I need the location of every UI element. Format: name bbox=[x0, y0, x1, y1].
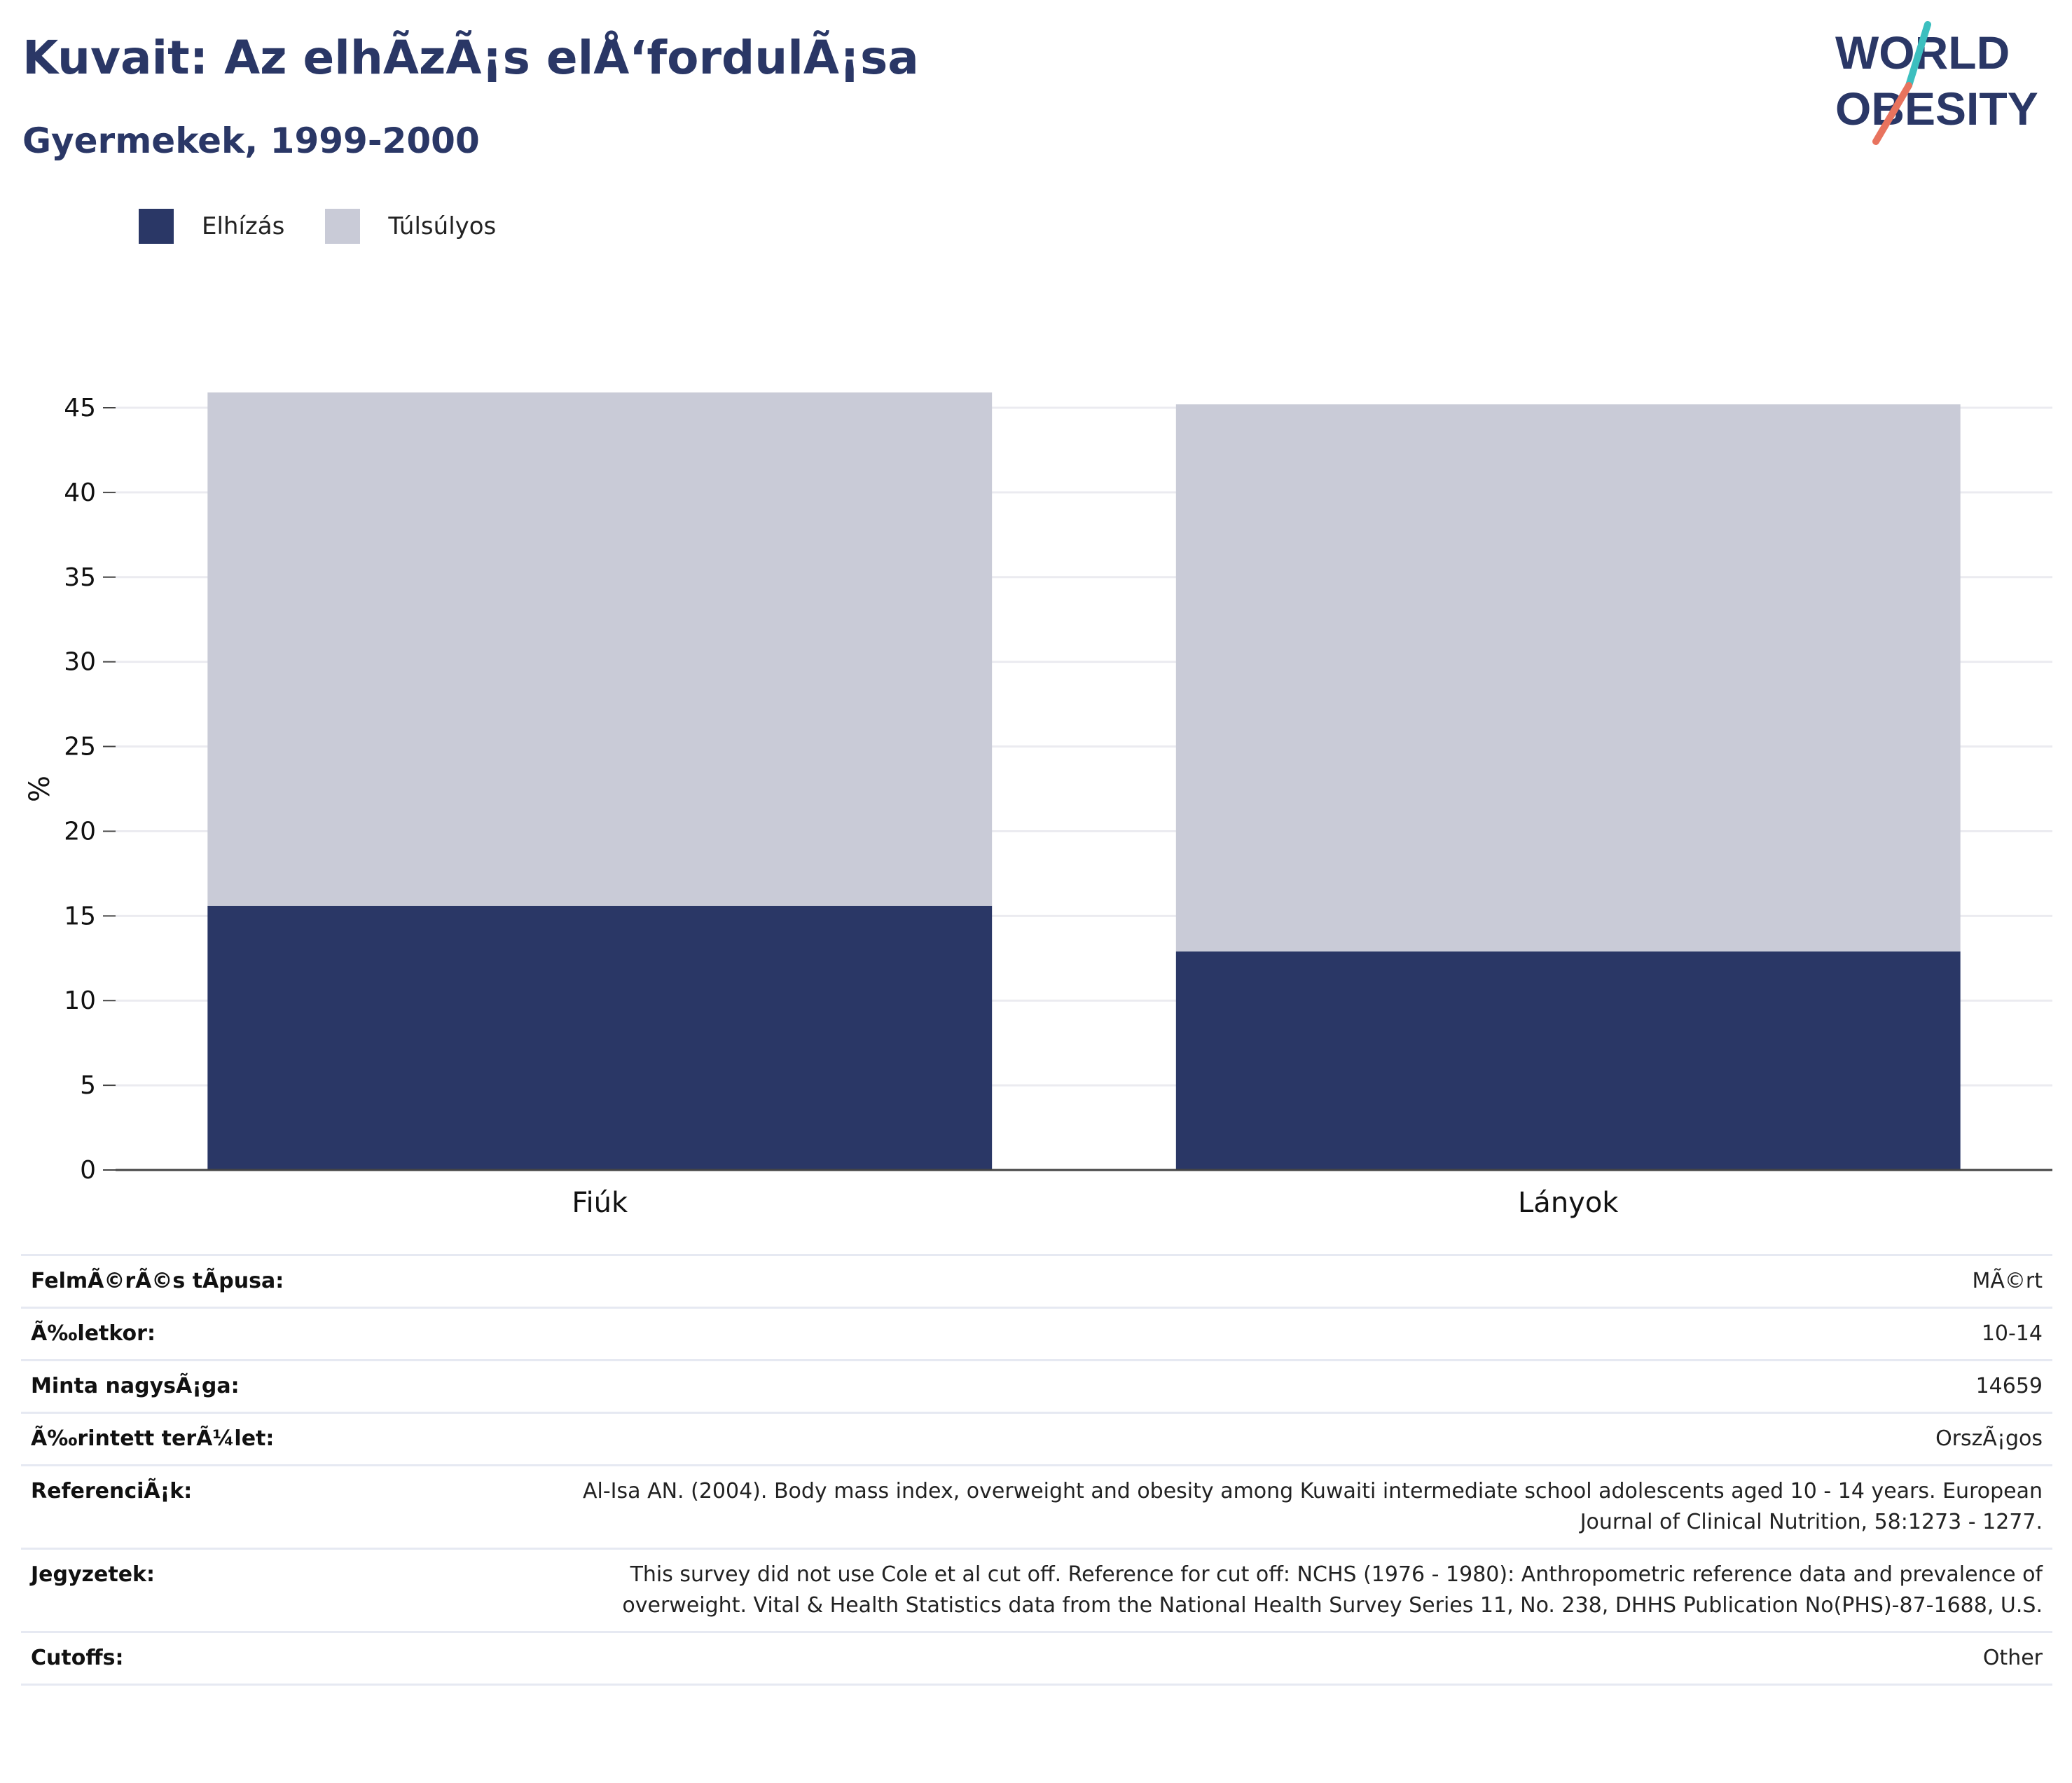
y-tick-label: 40 bbox=[64, 479, 96, 507]
y-tick-label: 45 bbox=[64, 394, 96, 422]
info-value: Al-Isa AN. (2004). Body mass index, over… bbox=[531, 1464, 2052, 1549]
logo-slash-coral bbox=[1872, 82, 1912, 145]
x-tick-label: Lányok bbox=[1518, 1187, 1619, 1219]
y-tick-label: 5 bbox=[80, 1071, 96, 1100]
info-value: OrszÃ¡gos bbox=[531, 1412, 2052, 1466]
info-value: This survey did not use Cole et al cut o… bbox=[531, 1548, 2052, 1632]
info-key: ReferenciÃ¡k: bbox=[21, 1464, 531, 1549]
y-tick-label: 15 bbox=[64, 902, 96, 930]
info-key: Cutoffs: bbox=[21, 1631, 531, 1686]
y-tick-label: 35 bbox=[64, 563, 96, 592]
info-key: Minta nagysÃ¡ga: bbox=[21, 1359, 531, 1413]
y-tick-label: 20 bbox=[64, 817, 96, 846]
legend-label-overweight: Túlsúlyos bbox=[388, 212, 497, 240]
bar-overweight-1 bbox=[1175, 404, 1961, 952]
legend-swatch-overweight bbox=[325, 209, 361, 244]
info-row: Ã‰rintett terÃ¼let: OrszÃ¡gos bbox=[21, 1412, 2052, 1466]
logo-word-obesity: OBESITY bbox=[1835, 83, 2038, 135]
bar-obesity-0 bbox=[207, 905, 993, 1170]
info-key: Jegyzetek: bbox=[21, 1548, 531, 1632]
y-tick-label: 30 bbox=[64, 648, 96, 677]
survey-info-table: FelmÃ©rÃ©s tÃpusa: MÃ©rt Ã‰letkor: 10-14 Min… bbox=[21, 1254, 2052, 1686]
y-tick-label: 25 bbox=[64, 733, 96, 762]
info-value: Other bbox=[531, 1631, 2052, 1686]
info-value: 14659 bbox=[531, 1359, 2052, 1413]
chart-subtitle: Gyermekek, 1999-2000 bbox=[22, 121, 480, 161]
bar-obesity-1 bbox=[1175, 951, 1961, 1170]
chart-title: Kuvait: Az elhÃzÃ¡s elÅ‘fordulÃ¡sa bbox=[22, 31, 919, 85]
legend-label-obesity: Elhízás bbox=[202, 212, 285, 240]
survey-info-body: FelmÃ©rÃ©s tÃpusa: MÃ©rt Ã‰letkor: 10-14 Min… bbox=[21, 1254, 2052, 1686]
info-key: Ã‰letkor: bbox=[21, 1307, 531, 1361]
chart-legend: Elhízás Túlsúlyos bbox=[139, 209, 537, 244]
info-row: FelmÃ©rÃ©s tÃpusa: MÃ©rt bbox=[21, 1254, 2052, 1308]
y-tick-label: 0 bbox=[80, 1156, 96, 1185]
x-tick-label: Fiúk bbox=[572, 1187, 628, 1219]
info-value: 10-14 bbox=[531, 1307, 2052, 1361]
info-row: Cutoffs: Other bbox=[21, 1631, 2052, 1686]
y-tick-label: 10 bbox=[64, 986, 96, 1015]
legend-swatch-obesity bbox=[139, 209, 174, 244]
world-obesity-logo: WORLD OBESITY bbox=[1835, 21, 2038, 145]
info-row: Jegyzetek: This survey did not use Cole e… bbox=[21, 1548, 2052, 1632]
info-key: Ã‰rintett terÃ¼let: bbox=[21, 1412, 531, 1466]
legend-item-obesity[interactable]: Elhízás bbox=[139, 209, 284, 244]
y-axis-label: % bbox=[24, 776, 56, 802]
info-value: MÃ©rt bbox=[531, 1254, 2052, 1308]
stacked-bar-chart: 0 5 10 15 20 25 30 35 40 45% Fiúk Lányok bbox=[24, 392, 2052, 1219]
bar-overweight-0 bbox=[207, 392, 993, 906]
info-row: ReferenciÃ¡k: Al-Isa AN. (2004). Body mas… bbox=[21, 1464, 2052, 1549]
info-row: Ã‰letkor: 10-14 bbox=[21, 1307, 2052, 1361]
legend-item-overweight[interactable]: Túlsúlyos bbox=[325, 209, 496, 244]
info-row: Minta nagysÃ¡ga: 14659 bbox=[21, 1359, 2052, 1413]
logo-slash-teal bbox=[1905, 21, 1931, 89]
info-key: FelmÃ©rÃ©s tÃpusa: bbox=[21, 1254, 531, 1308]
